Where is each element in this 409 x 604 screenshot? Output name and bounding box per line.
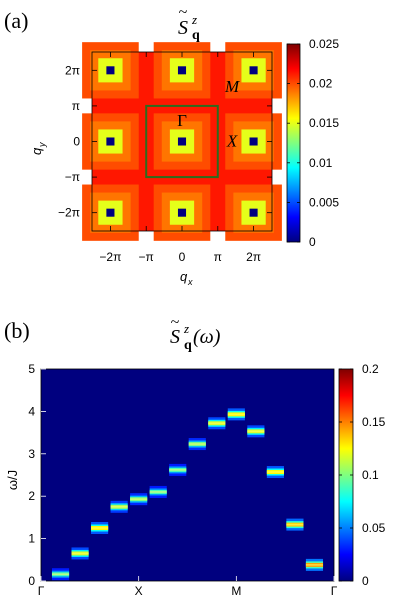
mode-core: [247, 430, 265, 433]
svg-text:q: q: [180, 269, 188, 284]
colorbar-tick-label: 0.015: [309, 116, 339, 130]
peak-5: [249, 137, 258, 146]
x-tick-label: π: [214, 250, 222, 264]
panel-b-title: S ~ q z (ω): [170, 314, 221, 353]
panel-b-heatmap: [40, 368, 335, 582]
colorbar-tick-label: 0.01: [309, 156, 333, 170]
panel-a-heatmap: Γ M X: [82, 42, 282, 241]
colorbar-tick-label: 0.02: [309, 77, 333, 91]
colorbar-tick-label: 0.1: [362, 468, 379, 482]
colorbar-tick-label: 0: [309, 235, 316, 249]
panel-a-ylabel: q y: [29, 142, 47, 155]
mode-core: [130, 498, 148, 500]
svg-text:S: S: [178, 17, 188, 39]
colorbar-tick-label: 0.05: [362, 521, 386, 535]
panel-a-title: S ~ q z: [178, 4, 200, 43]
svg-text:z: z: [183, 321, 189, 336]
x-tick-label: Γ: [38, 584, 45, 598]
peak-1: [177, 66, 187, 75]
panel-b-ylabel: ω/J: [5, 470, 20, 490]
y-tick-label: π: [72, 99, 80, 113]
mode-core: [110, 506, 128, 508]
y-tick-label: −2π: [58, 206, 80, 220]
svg-text:z: z: [191, 12, 197, 27]
y-tick-label: 0: [73, 135, 80, 149]
colorbar-tick-label: 0.2: [362, 362, 379, 376]
y-tick-label: 4: [28, 404, 35, 418]
peak-0: [106, 66, 115, 75]
panel-a-label: (a): [4, 8, 28, 33]
x-tick-label: M: [231, 584, 241, 598]
svg-text:~: ~: [171, 314, 180, 331]
svg-text:q: q: [192, 28, 200, 43]
peak-2: [249, 66, 258, 75]
svg-text:~: ~: [179, 4, 188, 21]
panel-a-colorbar-ticks: 0.025 0.02 0.015 0.01 0.005 0: [287, 37, 339, 249]
x-tick-label: −2π: [99, 250, 121, 264]
panel-b-frame: [40, 368, 335, 582]
colorbar-tick-label: 0.025: [309, 37, 339, 51]
peak-3: [106, 137, 115, 146]
mode-core: [188, 443, 206, 445]
y-tick-label: 3: [28, 447, 35, 461]
mode-core: [227, 413, 245, 416]
colorbar-tick-label: 0.005: [309, 195, 339, 209]
x-tick-label: X: [135, 584, 143, 598]
y-tick-label: 2π: [65, 63, 80, 77]
mode-core: [169, 469, 187, 471]
panel-b-axes: Γ X M Γ 5 4 3 2 1 0: [28, 362, 337, 598]
y-tick-label: 2: [28, 489, 35, 503]
panel-a-xlabel: q x: [180, 269, 193, 287]
panel-b-label: (b): [4, 318, 30, 343]
panel-a: (a) S ~ q z Γ M X −2π −π 0 π 2π 2π π 0 −π −2π q x q…: [4, 4, 339, 287]
x-tick-label: 0: [179, 250, 186, 264]
peak-6: [106, 208, 115, 217]
x-tick-label: Γ: [331, 584, 338, 598]
y-tick-label: 0: [28, 574, 35, 588]
svg-text:q: q: [29, 147, 44, 155]
x-tick-label: 2π: [246, 250, 261, 264]
svg-text:q: q: [184, 338, 192, 353]
point-label-M: M: [224, 77, 240, 96]
mode-core: [149, 491, 167, 493]
svg-text:(ω): (ω): [193, 326, 221, 348]
svg-text:S: S: [170, 326, 180, 348]
point-label-X: X: [226, 131, 238, 150]
mode-core: [71, 552, 89, 555]
point-label-Γ: Γ: [177, 111, 187, 130]
y-tick-label: 5: [28, 362, 35, 376]
peak-4: [177, 137, 187, 146]
brillouin-zone: [145, 104, 219, 179]
y-tick-label: −π: [65, 170, 80, 184]
colorbar-tick-label: 0: [362, 574, 369, 588]
mode-core: [91, 527, 109, 529]
svg-text:x: x: [187, 277, 193, 287]
mode-core: [286, 523, 304, 526]
peak-7: [177, 208, 187, 217]
x-tick-label: −π: [139, 250, 154, 264]
y-tick-label: 1: [28, 532, 35, 546]
peak-8: [249, 208, 258, 217]
mode-core: [266, 471, 284, 473]
mode-core: [51, 573, 70, 576]
colorbar-tick-label: 0.15: [362, 415, 386, 429]
panel-b-colorbar-ticks: 0.2 0.15 0.1 0.05 0: [339, 362, 386, 588]
panel-a-axes: −2π −π 0 π 2π 2π π 0 −π −2π: [58, 52, 272, 264]
mode-core: [208, 422, 226, 425]
mode-core: [305, 564, 324, 566]
panel-a-colorbar: [286, 43, 301, 243]
svg-text:y: y: [37, 142, 47, 148]
panel-b-plot-background: [41, 369, 334, 581]
